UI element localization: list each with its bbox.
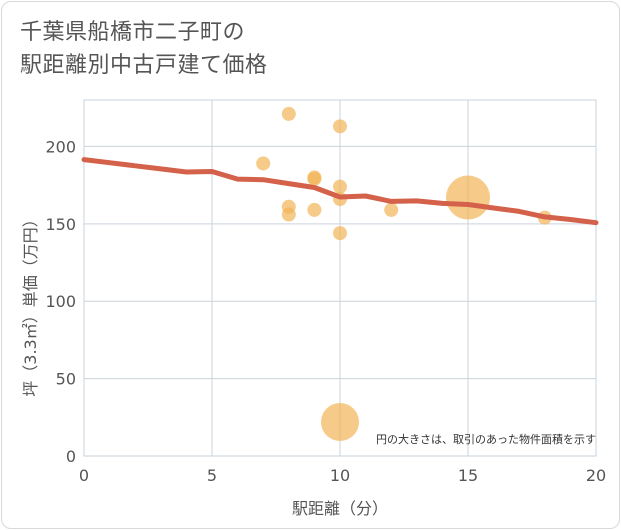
grid-layer [83, 99, 597, 457]
chart-title: 千葉県船橋市二子町の 駅距離別中古戸建て価格 [20, 16, 268, 82]
x-axis-title: 駅距離（分） [292, 499, 388, 518]
x-tick-label: 5 [207, 466, 217, 485]
trend-line [81, 157, 599, 226]
trend-layer [81, 157, 599, 226]
y-axis-title: 坪（3.3㎡）単価（万円） [21, 211, 40, 396]
data-point [333, 119, 347, 134]
data-point [321, 402, 359, 441]
y-tick-label: 50 [56, 370, 76, 389]
y-tick-label: 0 [66, 447, 76, 466]
data-point [281, 106, 296, 121]
x-tick-label: 10 [330, 466, 350, 485]
y-tick-label: 100 [45, 292, 76, 311]
data-point [446, 175, 490, 220]
chart-title-line-1: 千葉県船橋市二子町の [20, 20, 246, 45]
x-tick-label: 0 [79, 466, 89, 485]
data-point [333, 226, 347, 241]
data-point [307, 171, 322, 186]
data-point [333, 179, 347, 194]
x-tick-label: 20 [586, 466, 606, 485]
data-point [256, 156, 271, 171]
y-tick-label: 150 [45, 215, 76, 234]
x-tick-label: 15 [458, 466, 478, 485]
data-point [281, 207, 296, 222]
data-point [384, 202, 399, 217]
chart-title-line-2: 駅距離別中古戸建て価格 [20, 53, 268, 78]
y-tick-label: 200 [45, 137, 76, 156]
data-point [307, 202, 322, 217]
points-layer [256, 106, 552, 441]
size-legend-note: 円の大きさは、取引のあった物件面積を示す [376, 432, 596, 446]
